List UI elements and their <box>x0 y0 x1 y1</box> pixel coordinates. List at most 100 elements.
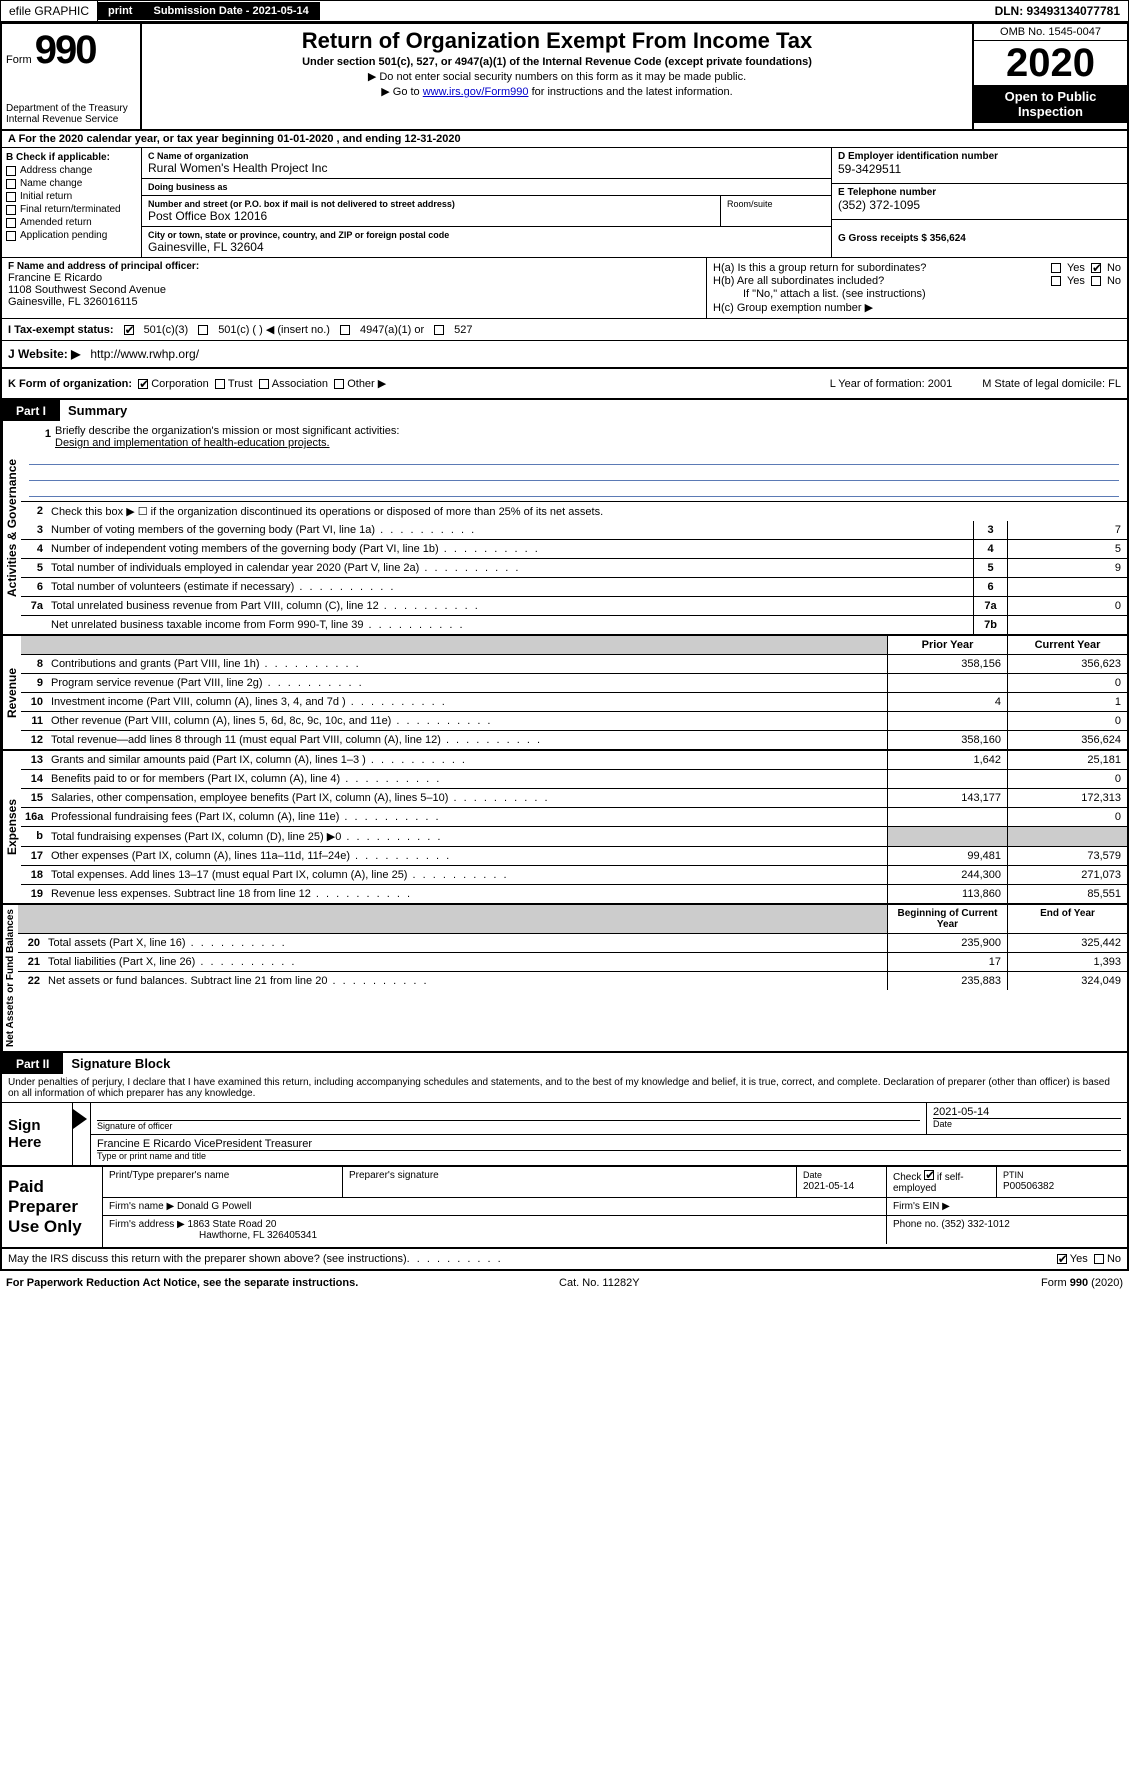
lnum: 11 <box>21 712 47 730</box>
checkbox-checked-icon[interactable] <box>138 379 148 389</box>
chk-amended[interactable]: Amended return <box>6 217 137 228</box>
col-c: C Name of organization Rural Women's Hea… <box>142 148 832 257</box>
section-net: Net Assets or Fund Balances Beginning of… <box>2 905 1127 1053</box>
discuss-q: May the IRS discuss this return with the… <box>8 1253 407 1265</box>
date-h: Date <box>803 1170 822 1180</box>
city-label: City or town, state or province, country… <box>148 230 825 240</box>
curr-val: 1,393 <box>1007 953 1127 971</box>
chk-initial[interactable]: Initial return <box>6 191 137 202</box>
blank-line <box>29 467 1119 481</box>
paid-row3: Firm's address ▶ 1863 State Road 20 Hawt… <box>103 1216 1127 1244</box>
sig-blank <box>97 1106 920 1120</box>
c-name-label: C Name of organization <box>148 151 825 161</box>
yes: Yes <box>1067 262 1085 274</box>
lnum: 14 <box>21 770 47 788</box>
dln: DLN: 93493134077781 <box>987 1 1128 21</box>
print-button[interactable]: print <box>98 2 143 20</box>
top-bar: efile GRAPHIC print Submission Date - 20… <box>0 0 1129 22</box>
no: No <box>1107 1253 1121 1265</box>
arrow-col <box>72 1103 90 1165</box>
sign-grid: Sign Here Signature of officer 2021-05-1… <box>2 1102 1127 1167</box>
chk-text: Amended return <box>20 217 92 228</box>
ltext: Total unrelated business revenue from Pa… <box>47 597 973 615</box>
checkbox-icon <box>6 166 16 176</box>
checkbox-checked-icon[interactable] <box>124 325 134 335</box>
chk-final[interactable]: Final return/terminated <box>6 204 137 215</box>
prior-hdr: Prior Year <box>887 636 1007 654</box>
arrow-2: ▶ Go to www.irs.gov/Form990 for instruct… <box>148 85 966 98</box>
checkbox-checked-icon[interactable] <box>924 1170 934 1180</box>
data-line: 18 Total expenses. Add lines 13–17 (must… <box>21 866 1127 885</box>
checkbox-icon[interactable] <box>334 379 344 389</box>
prep-date: Date 2021-05-14 <box>797 1167 887 1197</box>
lbox: 5 <box>973 559 1007 577</box>
checkbox-icon[interactable] <box>1051 276 1061 286</box>
data-line: 15 Salaries, other compensation, employe… <box>21 789 1127 808</box>
checkbox-icon[interactable] <box>434 325 444 335</box>
checkbox-icon[interactable] <box>340 325 350 335</box>
c-name: C Name of organization Rural Women's Hea… <box>142 148 831 179</box>
chk-text: Address change <box>20 165 92 176</box>
lval <box>1007 616 1127 634</box>
no: No <box>1107 262 1121 274</box>
ptin: PTIN P00506382 <box>997 1167 1127 1197</box>
arrow-icon <box>73 1109 87 1129</box>
firm-ein: Firm's EIN ▶ <box>887 1198 1127 1215</box>
ltext: Total fundraising expenses (Part IX, col… <box>47 827 887 846</box>
prep-name-h: Print/Type preparer's name <box>103 1167 343 1197</box>
checkbox-icon[interactable] <box>215 379 225 389</box>
j-label: J Website: ▶ <box>8 347 80 361</box>
checkbox-checked-icon[interactable] <box>1057 1254 1067 1264</box>
vlabel-exp: Expenses <box>2 751 21 903</box>
rev-hdr: Prior Year Current Year <box>21 636 1127 655</box>
ltext: Contributions and grants (Part VIII, lin… <box>47 655 887 673</box>
checkbox-icon[interactable] <box>1094 1254 1104 1264</box>
data-line: 20 Total assets (Part X, line 16) 235,90… <box>18 934 1127 953</box>
ptin-h: PTIN <box>1003 1170 1024 1180</box>
k-label: K Form of organization: <box>8 378 132 390</box>
lnum: 6 <box>21 578 47 596</box>
prior-val: 358,156 <box>887 655 1007 673</box>
k-other: Other ▶ <box>347 377 386 390</box>
chk-pending[interactable]: Application pending <box>6 230 137 241</box>
checkbox-icon[interactable] <box>198 325 208 335</box>
lbox: 7a <box>973 597 1007 615</box>
prior-val: 358,160 <box>887 731 1007 749</box>
section-expenses: Expenses 13 Grants and similar amounts p… <box>2 751 1127 905</box>
part2-title: Signature Block <box>63 1053 1127 1074</box>
row-website: J Website: ▶ http://www.rwhp.org/ <box>2 341 1127 369</box>
irs-link[interactable]: www.irs.gov/Form990 <box>423 86 529 98</box>
section-governance: Activities & Governance 1 Briefly descri… <box>2 421 1127 636</box>
curr-val: 1 <box>1007 693 1127 711</box>
checkbox-icon <box>6 192 16 202</box>
sig-date: 2021-05-14 Date <box>927 1103 1127 1134</box>
chk-address[interactable]: Address change <box>6 165 137 176</box>
row-a: A For the 2020 calendar year, or tax yea… <box>2 131 1127 148</box>
curr-val: 356,624 <box>1007 731 1127 749</box>
lnum <box>21 616 47 634</box>
curr-val: 172,313 <box>1007 789 1127 807</box>
checkbox-checked-icon[interactable] <box>1091 263 1101 273</box>
lnum: 15 <box>21 789 47 807</box>
addr-label: Number and street (or P.O. box if mail i… <box>148 199 714 209</box>
ein-label: D Employer identification number <box>838 151 1121 162</box>
sig-officer: Signature of officer <box>91 1103 927 1134</box>
527: 527 <box>454 324 472 336</box>
firm-addr-l: Firm's address ▶ <box>109 1219 185 1230</box>
curr-val: 324,049 <box>1007 972 1127 990</box>
paid-body: Print/Type preparer's name Preparer's si… <box>102 1167 1127 1247</box>
checkbox-icon[interactable] <box>1091 276 1101 286</box>
officer-addr2: Gainesville, FL 326016115 <box>8 296 700 308</box>
curr-val: 0 <box>1007 770 1127 788</box>
data-line: 12 Total revenue—add lines 8 through 11 … <box>21 731 1127 749</box>
officer-addr1: 1108 Southwest Second Avenue <box>8 284 700 296</box>
form-num: 990 <box>1070 1277 1088 1289</box>
col-h: H(a) Is this a group return for subordin… <box>707 258 1127 318</box>
checkbox-icon[interactable] <box>1051 263 1061 273</box>
chk-name[interactable]: Name change <box>6 178 137 189</box>
sig-name: Francine E Ricardo VicePresident Treasur… <box>91 1135 1127 1164</box>
checkbox-icon[interactable] <box>259 379 269 389</box>
curr-val: 0 <box>1007 712 1127 730</box>
no: No <box>1107 275 1121 287</box>
subtitle: Under section 501(c), 527, or 4947(a)(1)… <box>148 56 966 68</box>
